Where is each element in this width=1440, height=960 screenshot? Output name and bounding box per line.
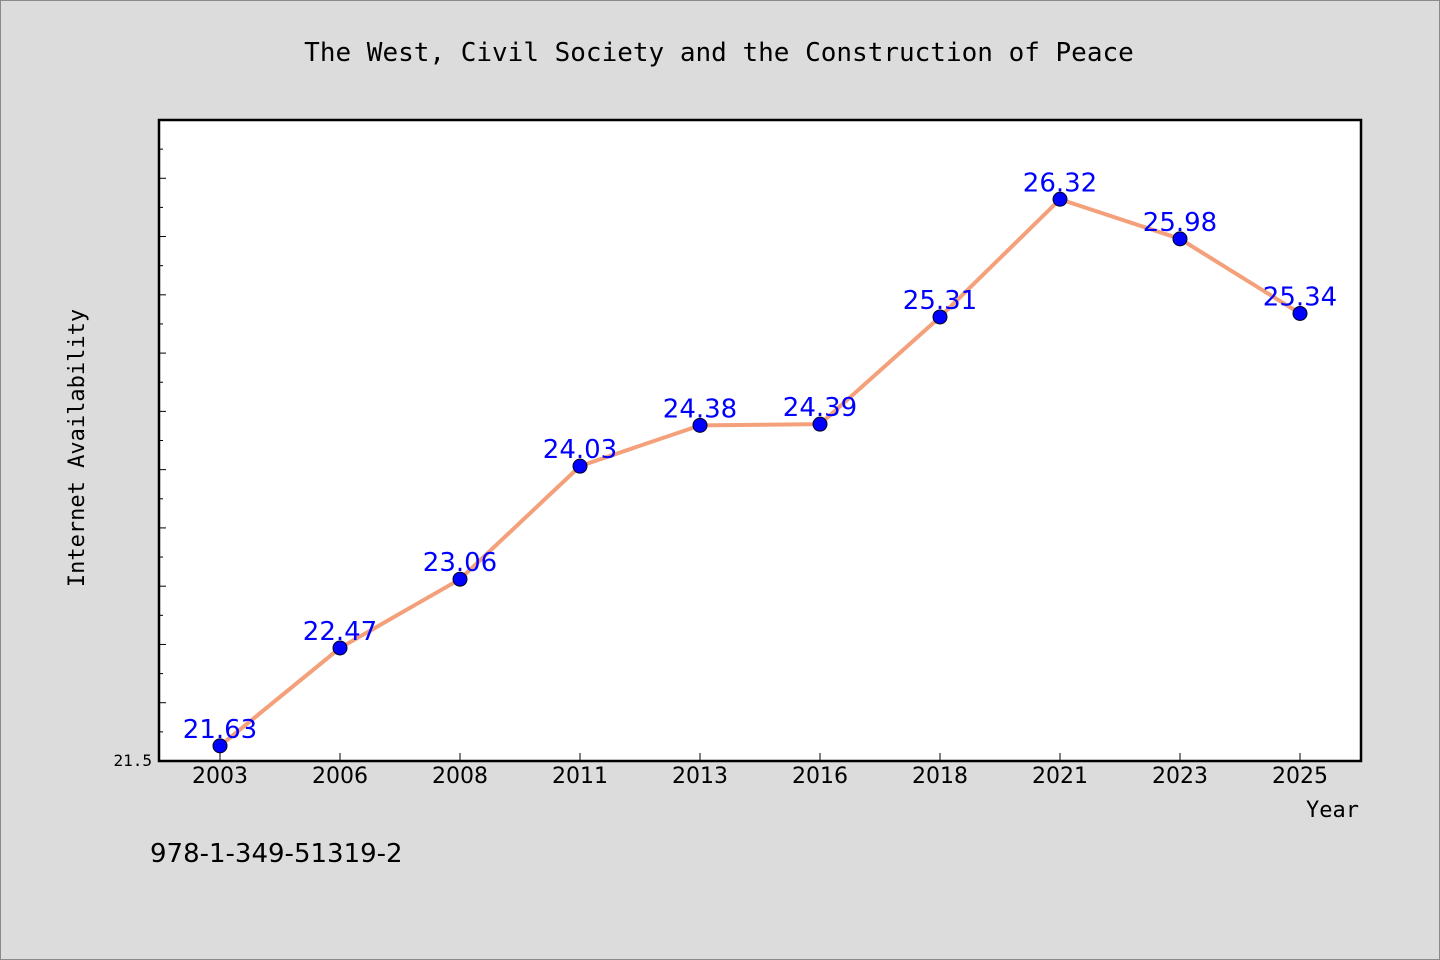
data-point <box>572 458 588 474</box>
data-point <box>812 416 828 432</box>
x-tick-label: 2003 <box>192 764 248 789</box>
data-label: 25.98 <box>1143 208 1217 238</box>
x-tick-label: 2013 <box>672 764 728 789</box>
x-tick-label: 2021 <box>1032 764 1088 789</box>
x-tick-label: 2025 <box>1272 764 1328 789</box>
data-label: 24.38 <box>663 394 737 424</box>
data-point <box>452 571 468 587</box>
x-tick-labels: 2003 2006 2008 2011 2013 2016 2018 2021 2023 2025 <box>192 764 1328 789</box>
data-label: 25.31 <box>903 286 977 316</box>
y-axis-label: Internet Availability <box>65 309 90 587</box>
data-label: 23.06 <box>423 548 497 578</box>
data-label: 26.32 <box>1023 168 1097 198</box>
data-point <box>1172 231 1188 247</box>
data-label: 24.03 <box>543 435 617 465</box>
y-tick-label: 21.5 <box>113 751 152 770</box>
x-axis-ticks <box>219 753 1301 761</box>
data-point <box>332 640 348 656</box>
series-markers <box>212 191 1308 754</box>
x-tick-label: 2016 <box>792 764 848 789</box>
data-label: 24.39 <box>783 393 857 423</box>
data-label: 21.63 <box>183 715 257 745</box>
x-tick-label: 2018 <box>912 764 968 789</box>
x-tick-label: 2008 <box>432 764 488 789</box>
x-tick-label: 2023 <box>1152 764 1208 789</box>
y-axis-ticks <box>159 119 166 762</box>
isbn-footer: 978-1-349-51319-2 <box>150 839 403 869</box>
data-point <box>212 738 228 754</box>
data-point <box>1292 305 1308 321</box>
plot-area <box>157 118 1363 763</box>
x-tick-label: 2006 <box>312 764 368 789</box>
series-line <box>218 197 1302 748</box>
chart-title: The West, Civil Society and the Construc… <box>304 38 1134 68</box>
data-point <box>932 309 948 325</box>
data-point <box>1052 191 1068 207</box>
data-point <box>692 417 708 433</box>
data-label: 25.34 <box>1263 282 1337 312</box>
data-label: 22.47 <box>303 617 377 647</box>
x-axis-label: Year <box>1306 798 1359 823</box>
data-labels: 21.63 22.47 23.06 24.03 24.38 24.39 25.31 26.32… <box>183 168 1337 745</box>
x-tick-label: 2011 <box>552 764 608 789</box>
